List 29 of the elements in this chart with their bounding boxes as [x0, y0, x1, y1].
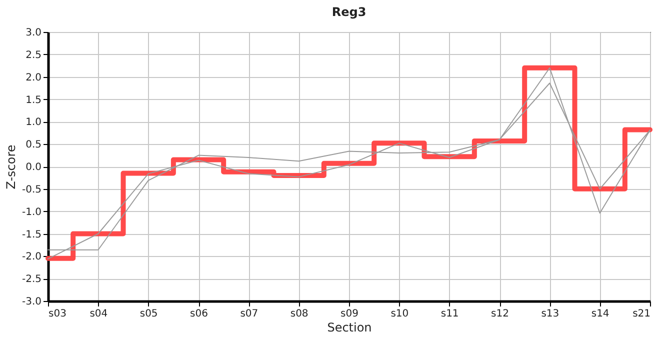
x-tick-label: s06 — [190, 308, 208, 320]
x-tick-label: s03 — [48, 308, 66, 320]
x-tick-label: s09 — [340, 308, 358, 320]
y-tick-label: -2.0 — [22, 252, 42, 263]
y-tick-label: 1.5 — [26, 94, 42, 106]
y-tick-label: -3.0 — [22, 296, 42, 308]
x-tick-label: s04 — [90, 308, 108, 320]
x-tick-label: s21 — [632, 308, 650, 320]
y-tick-label: 0.0 — [26, 162, 42, 173]
y-tick-label: 3.0 — [26, 28, 42, 38]
y-tick-label: -1.5 — [22, 229, 42, 240]
x-tick-label: s10 — [390, 308, 409, 320]
y-tick-label: -0.5 — [22, 184, 42, 196]
x-tick-label: s07 — [240, 308, 258, 320]
x-axis-title: Section — [327, 320, 372, 334]
chart-title: Reg3 — [332, 5, 366, 19]
y-tick-label: 0.5 — [26, 140, 42, 151]
y-tick-label: 1.0 — [26, 117, 42, 128]
y-axis-title: Z-score — [4, 144, 18, 190]
y-tick-label: 2.0 — [26, 72, 42, 84]
y-tick-label: 2.5 — [26, 50, 42, 61]
x-tick-label: s05 — [140, 308, 158, 320]
y-tick-label: -1.0 — [22, 206, 42, 218]
x-tick-label: s11 — [440, 308, 459, 320]
x-tick-label: s08 — [290, 308, 308, 320]
y-tick-label: -2.5 — [22, 274, 42, 286]
x-tick-label: s14 — [591, 308, 610, 320]
x-tick-label: s12 — [491, 308, 509, 320]
x-tick-label: s13 — [541, 308, 560, 320]
